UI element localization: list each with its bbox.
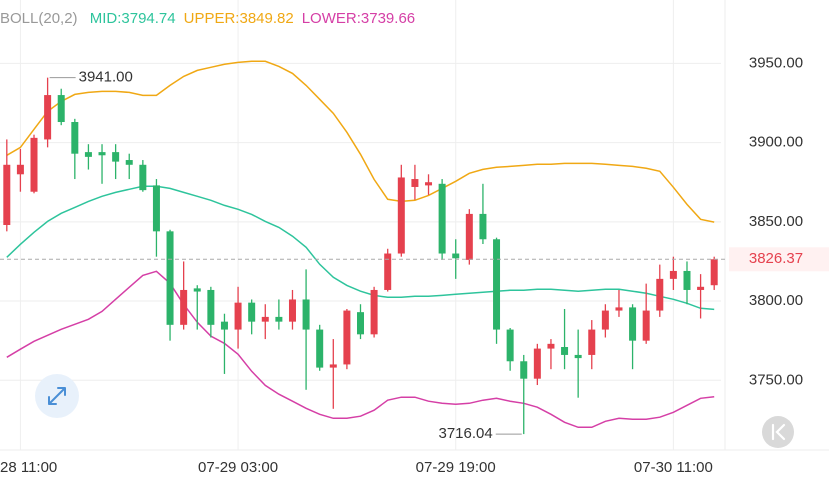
candle-body bbox=[425, 182, 433, 186]
band-line bbox=[6, 270, 715, 429]
candle-body bbox=[329, 364, 337, 368]
candle-body bbox=[615, 307, 623, 311]
legend-name: LOWER: bbox=[301, 10, 361, 27]
candle-body bbox=[601, 310, 609, 330]
candle-body bbox=[220, 321, 228, 330]
x-tick-label: 28 11:00 bbox=[0, 459, 57, 476]
candle-body bbox=[669, 270, 677, 279]
candle-body bbox=[561, 347, 569, 355]
x-tick-label: 07-29 19:00 bbox=[416, 459, 496, 476]
candle-body bbox=[288, 299, 296, 322]
y-tick-label: 3950.00 bbox=[749, 54, 803, 71]
scroll-latest-icon[interactable] bbox=[771, 423, 786, 441]
candle-body bbox=[697, 286, 705, 290]
band-line bbox=[6, 60, 715, 223]
candle-body bbox=[44, 95, 52, 140]
y-tick-label: 3900.00 bbox=[749, 134, 803, 151]
candle-body bbox=[207, 289, 215, 325]
candle-body bbox=[506, 329, 514, 362]
y-tick-label: 3850.00 bbox=[749, 213, 803, 230]
candle-body bbox=[438, 183, 446, 254]
expand-icon[interactable] bbox=[48, 387, 66, 405]
expand-button[interactable] bbox=[35, 374, 79, 418]
candle-body bbox=[57, 95, 65, 123]
candle-body bbox=[547, 343, 555, 349]
candle-body bbox=[493, 239, 501, 330]
candle-body bbox=[533, 348, 541, 379]
candle-body bbox=[520, 361, 528, 379]
high-label: 3941.00 bbox=[79, 69, 133, 86]
candle-body bbox=[84, 152, 92, 157]
candle-body bbox=[112, 152, 120, 162]
candle-body bbox=[683, 270, 691, 290]
candle-body bbox=[411, 179, 419, 187]
indicator-legend: BOLL(20,2) MID:3794.74 UPPER:3849.82 LOWER… bbox=[0, 10, 423, 27]
x-tick-label: 07-29 03:00 bbox=[198, 459, 278, 476]
low-label: 3716.04 bbox=[439, 425, 493, 442]
y-tick-label: 3750.00 bbox=[749, 371, 803, 388]
legend-value: 3849.82 bbox=[239, 10, 294, 27]
legend-name: MID: bbox=[89, 10, 122, 27]
candle-body bbox=[275, 316, 283, 322]
candle-body bbox=[3, 164, 11, 225]
last-price-tag bbox=[729, 247, 829, 272]
candle-body bbox=[71, 122, 79, 154]
legend-value: 3739.66 bbox=[360, 10, 416, 27]
candle-body bbox=[629, 307, 637, 341]
x-tick-label: 07-30 11:00 bbox=[634, 459, 713, 476]
candle-body bbox=[248, 302, 256, 322]
candle-body bbox=[397, 177, 405, 254]
candle-body bbox=[370, 289, 378, 335]
candle-body bbox=[152, 185, 160, 232]
candle-body bbox=[30, 137, 38, 192]
candle-body bbox=[384, 253, 392, 290]
candle-body bbox=[316, 329, 324, 368]
candle-body bbox=[180, 289, 188, 325]
candle-body bbox=[16, 164, 24, 175]
scroll-latest-button[interactable] bbox=[762, 416, 794, 448]
candle-body bbox=[588, 329, 596, 355]
candle-body bbox=[98, 152, 106, 156]
candle-body bbox=[574, 354, 582, 359]
last-price-label: 3826.37 bbox=[749, 250, 803, 267]
candle-body bbox=[656, 278, 664, 311]
candle-body bbox=[302, 299, 310, 330]
candle-body bbox=[139, 164, 147, 191]
candle-body bbox=[234, 302, 242, 330]
band-line bbox=[6, 185, 715, 311]
candle-body bbox=[125, 160, 133, 165]
indicator-name: BOLL(20,2) bbox=[0, 10, 78, 27]
candle-body bbox=[710, 259, 718, 286]
candle-body bbox=[343, 310, 351, 365]
candle-body bbox=[261, 316, 269, 322]
legend-name: UPPER: bbox=[183, 10, 240, 27]
candle-body bbox=[465, 213, 473, 260]
legend-value: 3794.74 bbox=[121, 10, 176, 27]
candle-body bbox=[166, 231, 174, 325]
candle-body bbox=[452, 253, 460, 259]
candle-body bbox=[642, 310, 650, 341]
candle-body bbox=[193, 288, 201, 292]
candle-body bbox=[479, 213, 487, 240]
candle-body bbox=[357, 312, 364, 335]
y-tick-label: 3800.00 bbox=[749, 292, 803, 309]
